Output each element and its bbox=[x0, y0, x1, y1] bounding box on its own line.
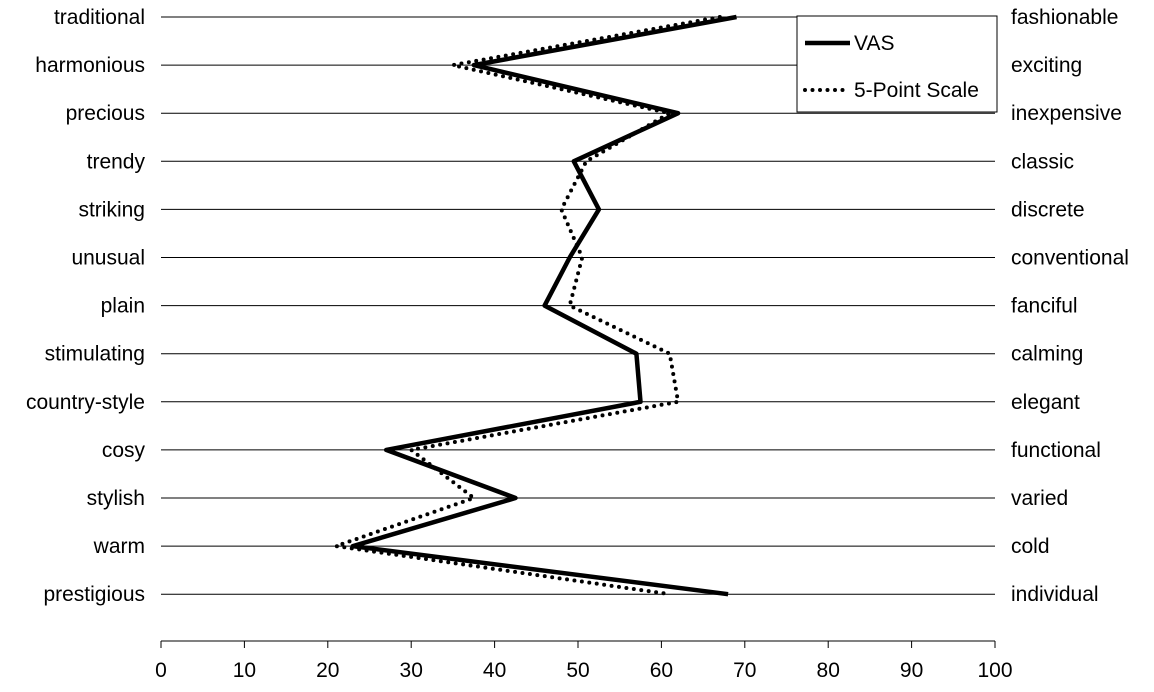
left-label: plain bbox=[101, 295, 145, 318]
legend-box bbox=[796, 15, 998, 113]
right-label: fanciful bbox=[1011, 295, 1078, 318]
series-layer bbox=[334, 14, 737, 597]
left-label: warm bbox=[93, 535, 145, 558]
left-label: unusual bbox=[71, 247, 145, 270]
right-label: calming bbox=[1011, 343, 1083, 366]
left-label: traditional bbox=[54, 6, 145, 29]
x-tick-label: 40 bbox=[483, 659, 506, 682]
x-axis: 0 10 20 30 40 50 60 70 80 90 100 bbox=[155, 640, 1013, 682]
right-label: individual bbox=[1011, 583, 1099, 606]
right-labels: fashionable exciting inexpensive classic dis… bbox=[1011, 6, 1129, 606]
right-label: conventional bbox=[1011, 247, 1129, 270]
series-line-5-point-scale bbox=[334, 15, 722, 597]
left-label: prestigious bbox=[43, 583, 145, 606]
left-label: striking bbox=[78, 198, 145, 221]
x-tick-label: 80 bbox=[817, 659, 840, 682]
left-label: stylish bbox=[87, 487, 145, 510]
legend-label-5-point-scale: 5-Point Scale bbox=[854, 79, 979, 102]
left-label: trendy bbox=[87, 150, 146, 173]
left-label: country-style bbox=[26, 391, 145, 414]
left-label: harmonious bbox=[35, 54, 145, 77]
series-line-vas bbox=[350, 14, 737, 597]
x-tick-label: 100 bbox=[977, 659, 1012, 682]
right-label: elegant bbox=[1011, 391, 1080, 414]
x-tick-label: 50 bbox=[566, 659, 589, 682]
right-label: inexpensive bbox=[1011, 102, 1122, 125]
left-label: cosy bbox=[102, 439, 146, 462]
x-tick-label: 70 bbox=[733, 659, 756, 682]
right-label: cold bbox=[1011, 535, 1050, 558]
x-tick-label: 0 bbox=[155, 659, 167, 682]
right-label: varied bbox=[1011, 487, 1068, 510]
x-tick-label: 20 bbox=[316, 659, 339, 682]
x-tick-label: 90 bbox=[900, 659, 923, 682]
right-label: functional bbox=[1011, 439, 1101, 462]
legend: VAS 5-Point Scale bbox=[796, 15, 998, 113]
left-labels: traditional harmonious precious trendy strik… bbox=[26, 6, 146, 606]
left-label: precious bbox=[66, 102, 145, 125]
x-tick-label: 30 bbox=[400, 659, 423, 682]
right-label: exciting bbox=[1011, 54, 1082, 77]
right-label: discrete bbox=[1011, 198, 1085, 221]
legend-label-vas: VAS bbox=[854, 32, 894, 55]
x-tick-label: 10 bbox=[233, 659, 256, 682]
left-label: stimulating bbox=[45, 343, 145, 366]
right-label: classic bbox=[1011, 150, 1074, 173]
grid-layer bbox=[161, 16, 995, 595]
right-label: fashionable bbox=[1011, 6, 1118, 29]
x-tick-label: 60 bbox=[650, 659, 673, 682]
